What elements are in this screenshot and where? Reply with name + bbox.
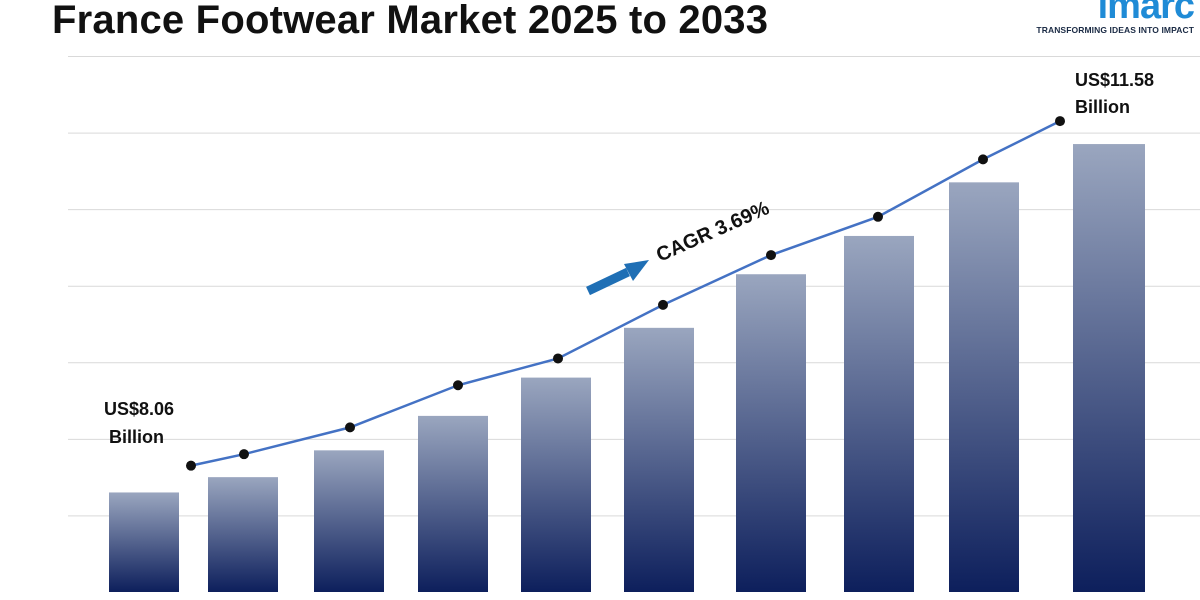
bar-2034 [1073,144,1145,593]
start-value-label: US$8.06 [104,399,174,419]
trend-point-2026 [239,449,249,460]
trend-point-2029 [553,353,563,364]
cagr-arrow [586,260,649,296]
trend-point-2033 [978,154,988,165]
trend-point-2028 [453,380,463,391]
imarc-logo: imarc TRANSFORMING IDEAS INTO IMPACT [1024,0,1195,35]
trend-polyline [190,119,1061,467]
trend-point-2025 [186,460,196,471]
bar-series [109,144,1145,593]
bar-2028 [418,415,488,592]
bar-2027 [314,450,384,592]
bar-2029 [521,377,591,592]
logo-tagline: TRANSFORMING IDEAS INTO IMPACT [1036,25,1194,35]
cagr-label: CAGR 3.69% [653,197,773,266]
trend-point-2032 [873,211,883,222]
bar-2032 [844,235,914,592]
bar-2025 [109,492,179,592]
trend-line [186,116,1065,471]
trend-point-2031 [766,250,776,261]
bar-2033 [949,182,1019,593]
bar-2030 [624,327,694,592]
bar-2026 [208,477,278,592]
logo-wordmark: imarc [1097,0,1195,27]
trend-point-2030 [658,299,668,310]
start-unit-label: Billion [109,427,164,447]
end-unit-label: Billion [1075,97,1130,117]
trend-point-2027 [345,422,355,433]
trend-point-2034 [1055,116,1065,127]
end-value-label: US$11.58 [1075,70,1154,90]
chart-title: France Footwear Market 2025 to 2033 [52,0,769,42]
bar-2031 [736,274,806,592]
